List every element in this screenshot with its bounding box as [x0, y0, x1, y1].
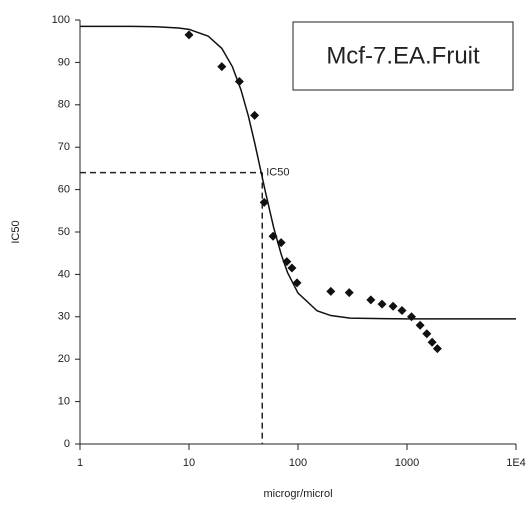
data-point [422, 329, 432, 339]
data-point [415, 320, 425, 330]
y-tick-label: 40 [58, 268, 70, 280]
data-point [184, 30, 194, 40]
data-point [287, 263, 297, 273]
data-point [282, 257, 292, 267]
y-tick-label: 80 [58, 99, 70, 111]
data-point [292, 278, 302, 288]
y-tick-label: 60 [58, 184, 70, 196]
ic50-label: IC50 [266, 167, 289, 179]
y-tick-label: 30 [58, 311, 70, 323]
chart-title: Mcf-7.EA.Fruit [326, 42, 480, 69]
title-box [292, 21, 514, 91]
y-tick-label: 100 [52, 14, 70, 26]
fit-curve [80, 25, 516, 320]
data-point [377, 299, 387, 309]
data-point [432, 344, 442, 354]
y-tick-label: 50 [58, 226, 70, 238]
data-point [427, 337, 437, 347]
y-tick-label: 0 [64, 438, 70, 450]
x-axis-title: microgr/microl [263, 488, 332, 500]
y-tick-label: 90 [58, 56, 70, 68]
data-point [397, 305, 407, 315]
data-point [259, 197, 269, 207]
y-tick-label: 70 [58, 141, 70, 153]
x-tick-label: 1000 [395, 457, 419, 469]
data-point [250, 110, 260, 120]
data-point [234, 76, 244, 86]
data-point [268, 231, 278, 241]
y-tick-label: 20 [58, 353, 70, 365]
x-tick-label: 10 [183, 457, 195, 469]
y-axis-title: IC50 [10, 220, 22, 243]
x-tick-label: 1E4 [506, 457, 526, 469]
x-tick-label: 100 [289, 457, 307, 469]
data-point [276, 238, 286, 248]
data-point [366, 295, 376, 305]
data-point [326, 286, 336, 296]
data-point [407, 312, 417, 322]
y-tick-label: 10 [58, 396, 70, 408]
data-point [388, 301, 398, 311]
data-point [217, 62, 227, 72]
data-point [344, 288, 354, 298]
x-tick-label: 1 [77, 457, 83, 469]
